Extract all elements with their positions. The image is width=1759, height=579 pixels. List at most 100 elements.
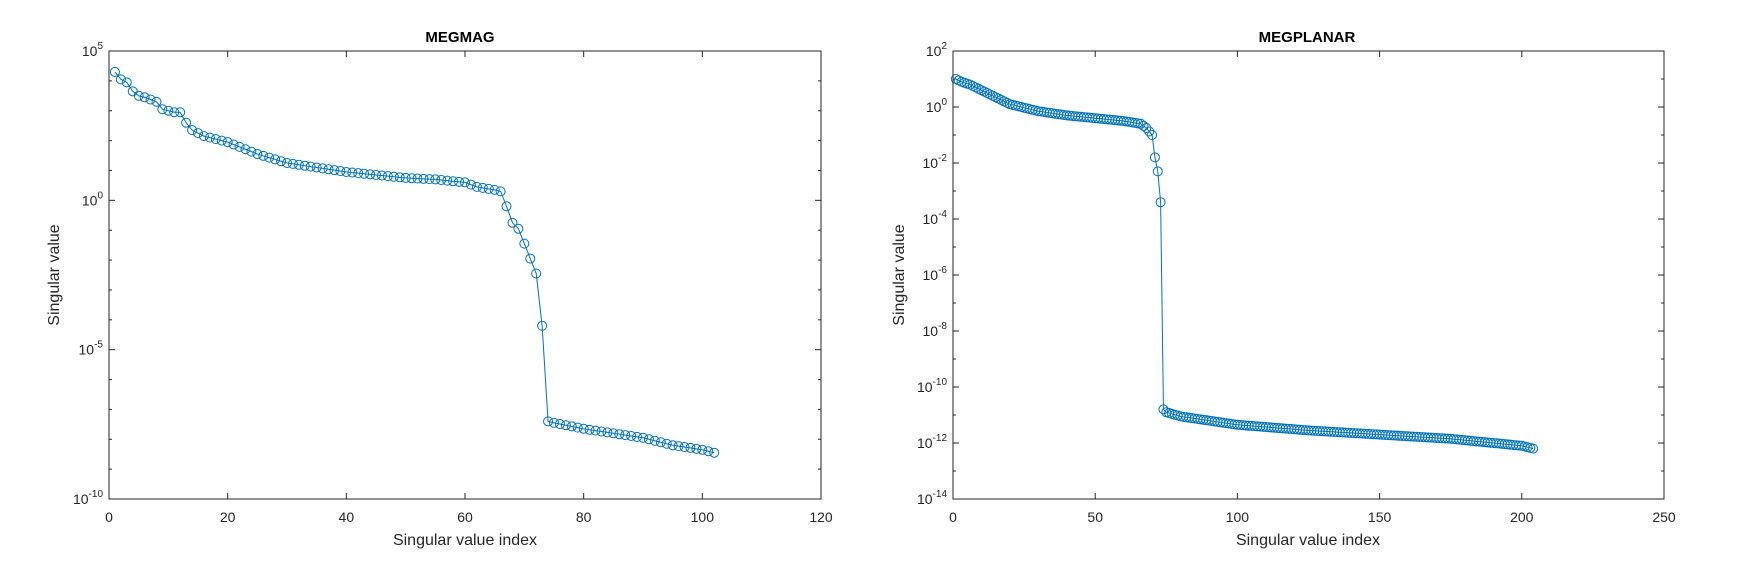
data-point <box>121 77 132 88</box>
data-point <box>133 90 144 101</box>
data-point <box>982 88 993 98</box>
data-point <box>394 172 405 183</box>
data-point <box>412 173 423 184</box>
data-point <box>252 149 263 160</box>
data-point <box>442 175 453 186</box>
data-point <box>596 426 607 437</box>
x-axis-label: Singular value index <box>393 532 537 549</box>
axes-box <box>952 50 1665 500</box>
data-point <box>667 440 678 451</box>
data-point <box>979 86 990 97</box>
data-point <box>976 85 987 96</box>
data-point <box>578 423 589 434</box>
x-tick-label: 0 <box>949 509 957 525</box>
data-point <box>341 166 352 177</box>
data-point <box>163 105 174 116</box>
data-point <box>990 92 1001 103</box>
data-point <box>216 135 227 146</box>
data-point <box>139 92 150 103</box>
data-point <box>418 173 429 184</box>
data-point <box>638 432 648 443</box>
data-point <box>560 420 571 431</box>
x-tick-label: 120 <box>809 509 833 525</box>
data-point <box>359 168 370 179</box>
data-point <box>549 417 559 428</box>
data-point <box>673 441 684 452</box>
data-point <box>649 435 660 446</box>
data-point <box>246 146 257 157</box>
data-point <box>109 66 120 77</box>
data-point <box>679 442 690 453</box>
data-point <box>287 158 298 169</box>
chart-megmag: MEGMAG 0 20 40 60 80 100 120 105 100 10-5 10-10 Si… <box>46 29 833 549</box>
data-point <box>697 444 708 455</box>
data-point <box>145 94 156 105</box>
y-tick-label: 10-10 <box>917 377 947 395</box>
data-point <box>965 79 976 90</box>
data-point <box>1138 120 1149 131</box>
data-point <box>501 201 512 212</box>
y-tick-label: 100 <box>926 97 948 115</box>
data-point <box>590 425 601 436</box>
y-tick-label: 10-5 <box>79 340 104 358</box>
data-point <box>703 446 714 457</box>
data-point <box>382 171 393 182</box>
x-tick-label: 250 <box>1652 509 1676 525</box>
data-point <box>353 168 364 179</box>
data-point <box>691 443 702 454</box>
data-point <box>299 160 310 171</box>
y-tick-label: 10-2 <box>923 153 948 171</box>
x-tick-label: 40 <box>339 509 355 525</box>
data-point <box>151 96 162 107</box>
data-point <box>1141 123 1152 133</box>
data-point <box>465 179 476 190</box>
data-point <box>1155 197 1166 208</box>
data-point <box>258 150 269 161</box>
data-point <box>987 90 998 101</box>
data-point <box>293 159 304 170</box>
data-point <box>602 427 613 438</box>
data-point <box>270 154 281 165</box>
data-point <box>282 158 292 168</box>
data-point <box>448 176 459 187</box>
data-point <box>626 430 637 441</box>
data-point <box>967 81 978 91</box>
data-point <box>317 163 328 174</box>
data-point <box>157 104 168 115</box>
data-point <box>400 172 411 183</box>
data-point <box>614 429 625 440</box>
y-axis-label: Singular value <box>46 224 63 326</box>
data-point <box>388 171 399 182</box>
data-point <box>950 74 961 84</box>
data-point <box>222 137 233 148</box>
data-point <box>543 416 554 427</box>
data-point <box>228 139 239 150</box>
data-point <box>210 134 221 145</box>
data-point <box>525 253 536 264</box>
data-point <box>608 428 619 439</box>
y-tick-label: 10-10 <box>73 489 103 507</box>
data-point <box>187 125 198 136</box>
data-point <box>554 419 565 430</box>
chart-title: MEGMAG <box>425 29 494 46</box>
data-point <box>996 95 1007 105</box>
data-point <box>365 169 376 180</box>
series-line <box>114 71 715 454</box>
data-point <box>519 238 530 249</box>
data-point <box>1144 126 1155 137</box>
data-point <box>489 184 500 195</box>
data-point <box>193 128 203 139</box>
x-tick-label: 0 <box>105 509 113 525</box>
data-point <box>507 217 518 228</box>
data-point <box>198 131 209 142</box>
data-point <box>181 117 192 128</box>
chart-megplanar: MEGPLANAR 0 50 100 150 200 250 102 100 10-2 10-4 1… <box>891 29 1676 549</box>
x-tick-label: 80 <box>576 509 592 525</box>
x-tick-label: 200 <box>1510 509 1534 525</box>
chart-title: MEGPLANAR <box>1259 29 1356 46</box>
data-point <box>477 182 488 193</box>
y-tick-label: 105 <box>82 41 104 59</box>
data-point <box>406 173 417 184</box>
data-point <box>685 442 696 453</box>
